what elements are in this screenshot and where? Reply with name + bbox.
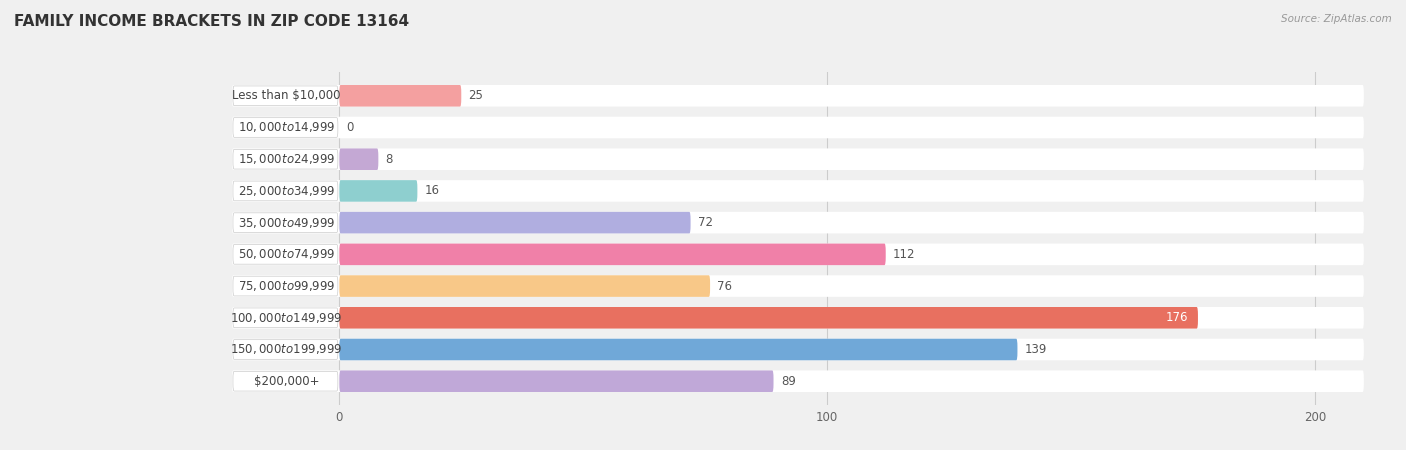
FancyBboxPatch shape (339, 339, 1018, 360)
Text: $50,000 to $74,999: $50,000 to $74,999 (238, 248, 335, 261)
FancyBboxPatch shape (233, 117, 337, 137)
FancyBboxPatch shape (339, 370, 773, 392)
Text: 139: 139 (1025, 343, 1047, 356)
Text: FAMILY INCOME BRACKETS IN ZIP CODE 13164: FAMILY INCOME BRACKETS IN ZIP CODE 13164 (14, 14, 409, 28)
FancyBboxPatch shape (232, 275, 1364, 297)
FancyBboxPatch shape (233, 308, 337, 328)
FancyBboxPatch shape (232, 339, 1364, 360)
Text: 76: 76 (717, 279, 733, 292)
FancyBboxPatch shape (233, 181, 337, 201)
FancyBboxPatch shape (232, 212, 1364, 234)
Text: $35,000 to $49,999: $35,000 to $49,999 (238, 216, 335, 230)
FancyBboxPatch shape (339, 212, 690, 234)
FancyBboxPatch shape (233, 276, 337, 296)
FancyBboxPatch shape (233, 340, 337, 360)
FancyBboxPatch shape (233, 371, 337, 391)
Text: 25: 25 (468, 89, 484, 102)
FancyBboxPatch shape (339, 180, 418, 202)
Text: 112: 112 (893, 248, 915, 261)
FancyBboxPatch shape (232, 243, 1364, 265)
Text: $200,000+: $200,000+ (253, 375, 319, 388)
FancyBboxPatch shape (339, 85, 461, 107)
Text: Less than $10,000: Less than $10,000 (232, 89, 340, 102)
Text: $25,000 to $34,999: $25,000 to $34,999 (238, 184, 335, 198)
FancyBboxPatch shape (232, 148, 1364, 170)
FancyBboxPatch shape (232, 370, 1364, 392)
FancyBboxPatch shape (232, 117, 1364, 138)
FancyBboxPatch shape (233, 86, 337, 106)
Text: $150,000 to $199,999: $150,000 to $199,999 (231, 342, 343, 356)
Text: 89: 89 (780, 375, 796, 388)
FancyBboxPatch shape (233, 244, 337, 264)
FancyBboxPatch shape (232, 85, 1364, 107)
FancyBboxPatch shape (339, 148, 378, 170)
FancyBboxPatch shape (233, 149, 337, 169)
FancyBboxPatch shape (233, 213, 337, 233)
Text: 176: 176 (1166, 311, 1188, 324)
FancyBboxPatch shape (339, 307, 1198, 328)
Text: 16: 16 (425, 184, 440, 198)
FancyBboxPatch shape (339, 243, 886, 265)
Text: 72: 72 (697, 216, 713, 229)
FancyBboxPatch shape (232, 307, 1364, 328)
Text: 0: 0 (347, 121, 354, 134)
FancyBboxPatch shape (339, 275, 710, 297)
Text: $10,000 to $14,999: $10,000 to $14,999 (238, 121, 335, 135)
Text: $75,000 to $99,999: $75,000 to $99,999 (238, 279, 335, 293)
Text: $100,000 to $149,999: $100,000 to $149,999 (231, 311, 343, 325)
Text: 8: 8 (385, 153, 394, 166)
Text: $15,000 to $24,999: $15,000 to $24,999 (238, 152, 335, 166)
Text: Source: ZipAtlas.com: Source: ZipAtlas.com (1281, 14, 1392, 23)
FancyBboxPatch shape (232, 180, 1364, 202)
